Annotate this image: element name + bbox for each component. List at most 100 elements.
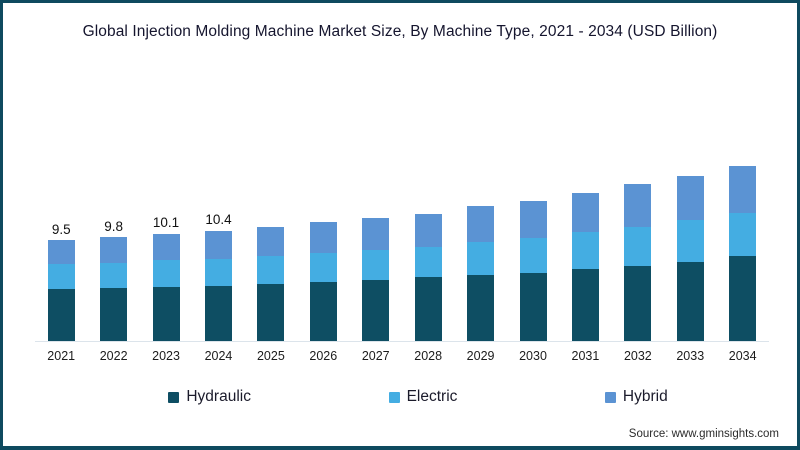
stacked-bar-2030 xyxy=(519,201,547,341)
bar-value-label: 10.1 xyxy=(152,215,180,231)
segment-electric-2026 xyxy=(309,253,337,282)
stacked-bar-2032 xyxy=(624,184,652,341)
segment-electric-2027 xyxy=(362,249,390,280)
segment-electric-2023 xyxy=(152,260,180,287)
x-axis-label-2024: 2024 xyxy=(204,349,233,363)
segment-hydraulic-2028 xyxy=(414,277,442,341)
segment-hydraulic-2034 xyxy=(729,256,757,341)
stacked-bar-2025 xyxy=(257,226,285,341)
bar-group-2028 xyxy=(402,155,454,341)
stacked-bar-2029 xyxy=(467,206,495,341)
legend-label-hybrid: Hybrid xyxy=(622,388,668,405)
segment-hydraulic-2022 xyxy=(100,288,128,341)
segment-hybrid-2034 xyxy=(729,166,757,213)
segment-electric-2029 xyxy=(467,242,495,276)
source-attribution: Source: www.gminsights.com xyxy=(628,428,779,440)
bar-group-2034 xyxy=(716,155,768,341)
bar-group-2031 xyxy=(559,155,611,341)
segment-hybrid-2025 xyxy=(257,226,285,257)
segment-hybrid-2032 xyxy=(624,184,652,227)
segment-hydraulic-2029 xyxy=(467,275,495,341)
segment-electric-2031 xyxy=(571,231,599,269)
x-axis-label-2023: 2023 xyxy=(152,349,180,363)
segment-electric-2028 xyxy=(414,246,442,278)
stacked-bar-2021 xyxy=(47,240,75,341)
bar-group-2029 xyxy=(454,155,506,341)
legend-label-hydraulic: Hydraulic xyxy=(186,388,251,405)
segment-electric-2033 xyxy=(676,220,704,262)
bar-group-2027 xyxy=(350,155,402,341)
x-axis-label-2033: 2033 xyxy=(676,349,705,363)
segment-hybrid-2031 xyxy=(571,192,599,232)
segment-hybrid-2026 xyxy=(309,222,337,254)
chart-title: Global Injection Molding Machine Market … xyxy=(82,23,718,40)
segment-hydraulic-2027 xyxy=(362,279,390,341)
segment-hydraulic-2031 xyxy=(571,268,599,341)
hydraulic-swatch-icon xyxy=(168,391,180,403)
bar-value-label: 9.8 xyxy=(104,218,124,234)
stacked-bar-2026 xyxy=(309,222,337,341)
bar-group-2023: 10.1 xyxy=(140,155,192,341)
x-axis-label-2025: 2025 xyxy=(256,349,285,363)
x-axis-label-2029: 2029 xyxy=(466,349,495,363)
segment-electric-2021 xyxy=(47,263,75,290)
segment-hybrid-2029 xyxy=(467,206,495,243)
segment-hybrid-2021 xyxy=(47,240,75,264)
bar-group-2021: 9.5 xyxy=(35,155,87,341)
x-axis-label-2034: 2034 xyxy=(728,349,757,363)
plot-area: 9.5 9.8 10.1 10.4 xyxy=(35,155,769,342)
segment-hydraulic-2021 xyxy=(47,289,75,341)
x-axis-label-2026: 2026 xyxy=(309,349,338,363)
segment-hybrid-2030 xyxy=(519,201,547,239)
segment-hydraulic-2026 xyxy=(309,281,337,341)
x-axis-label-2028: 2028 xyxy=(414,349,443,363)
legend: Hydraulic Electric Hybrid xyxy=(103,388,743,406)
segment-hydraulic-2033 xyxy=(676,261,704,341)
segment-hydraulic-2030 xyxy=(519,273,547,341)
x-axis-label-2032: 2032 xyxy=(623,349,652,363)
segment-electric-2022 xyxy=(100,262,128,288)
electric-swatch-icon xyxy=(388,391,400,403)
segment-electric-2032 xyxy=(624,226,652,266)
x-axis-label-2021: 2021 xyxy=(47,349,76,363)
segment-electric-2030 xyxy=(519,238,547,274)
bar-group-2026 xyxy=(297,155,349,341)
x-axis-label-2031: 2031 xyxy=(571,349,600,363)
segment-hybrid-2028 xyxy=(414,213,442,247)
bar-group-2033 xyxy=(664,155,716,341)
segment-electric-2034 xyxy=(729,212,757,257)
x-axis-label-2027: 2027 xyxy=(361,349,390,363)
segment-hybrid-2022 xyxy=(100,237,128,263)
stacked-bar-2034 xyxy=(729,166,757,341)
x-axis-label-2022: 2022 xyxy=(99,349,128,363)
stacked-bar-2022 xyxy=(100,237,128,341)
legend-item-hybrid: Hybrid xyxy=(530,388,743,406)
bar-group-2022: 9.8 xyxy=(87,155,139,341)
bar-group-2032 xyxy=(612,155,664,341)
hybrid-swatch-icon xyxy=(604,391,616,403)
segment-hybrid-2033 xyxy=(676,175,704,221)
segment-hybrid-2027 xyxy=(362,218,390,250)
x-axis-labels: 2021 2022 2023 2024 2025 2026 2027 2028 2029 2030… xyxy=(35,349,769,363)
segment-electric-2024 xyxy=(204,259,232,286)
legend-label-electric: Electric xyxy=(406,388,458,405)
segment-hydraulic-2023 xyxy=(152,286,180,341)
x-axis-label-2030: 2030 xyxy=(519,349,547,363)
stacked-bar-2031 xyxy=(571,192,599,341)
bar-group-2030 xyxy=(507,155,559,341)
stacked-bar-2028 xyxy=(414,213,442,341)
bar-group-2025 xyxy=(245,155,297,341)
segment-electric-2025 xyxy=(257,256,285,284)
stacked-bar-2023 xyxy=(152,233,180,341)
segment-hybrid-2023 xyxy=(152,233,180,261)
segment-hydraulic-2025 xyxy=(257,283,285,341)
stacked-bar-2027 xyxy=(362,218,390,341)
segment-hybrid-2024 xyxy=(204,230,232,260)
bar-value-label: 10.4 xyxy=(205,212,232,228)
legend-item-hydraulic: Hydraulic xyxy=(103,388,316,406)
segment-hydraulic-2032 xyxy=(624,265,652,341)
stacked-bar-2033 xyxy=(676,175,704,341)
segment-hydraulic-2024 xyxy=(204,285,232,341)
bar-group-2024: 10.4 xyxy=(192,155,244,341)
stacked-bar-2024 xyxy=(204,230,232,341)
